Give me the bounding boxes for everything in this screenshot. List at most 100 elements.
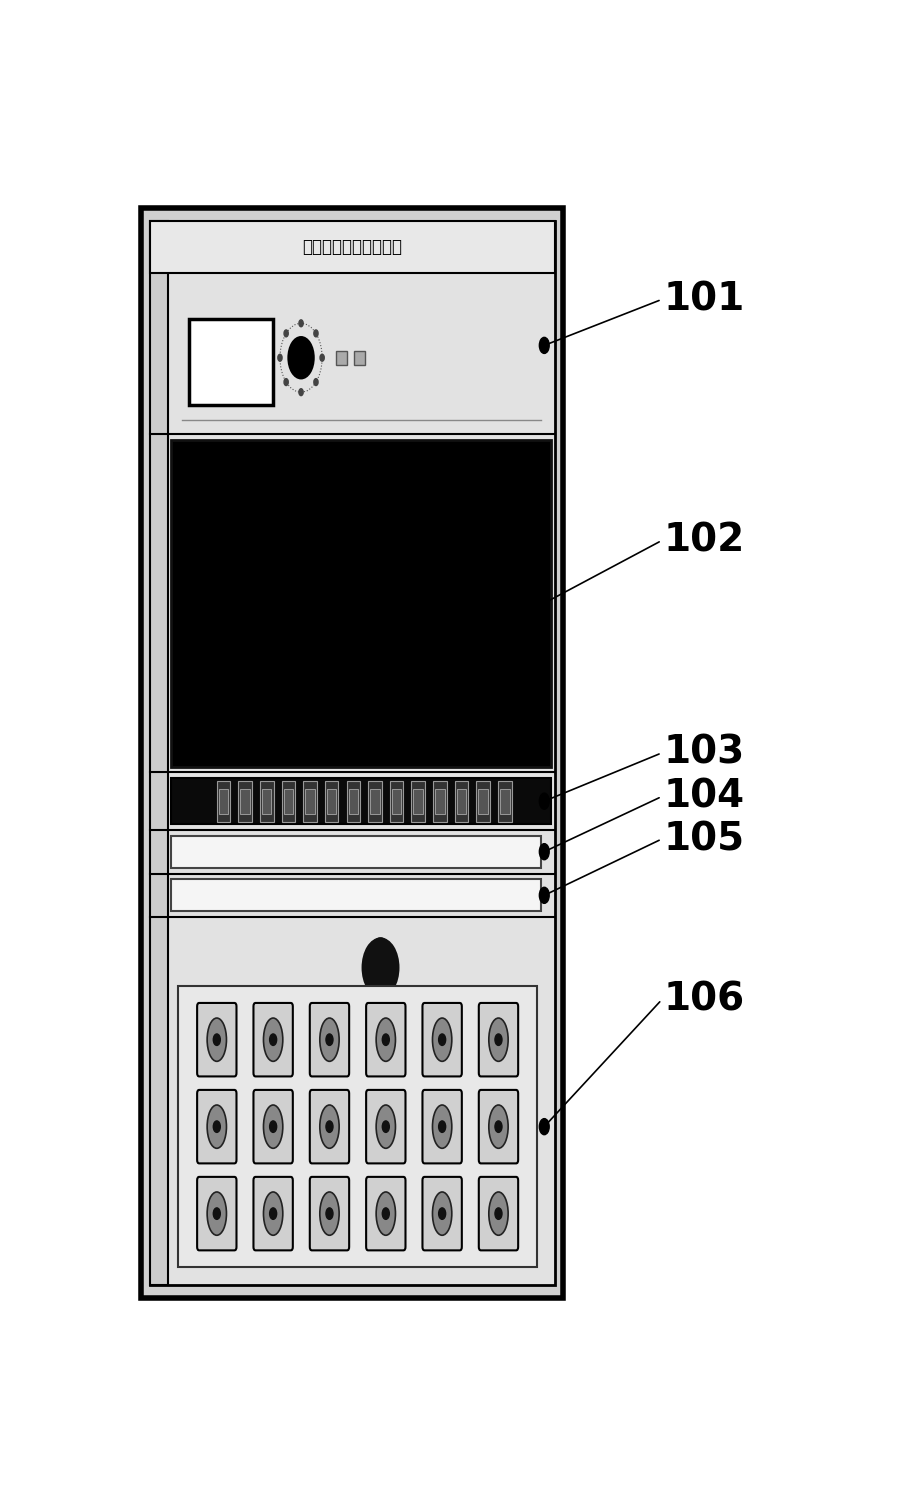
FancyBboxPatch shape bbox=[310, 1176, 349, 1251]
FancyBboxPatch shape bbox=[479, 1176, 518, 1251]
Bar bbox=[370, 789, 380, 814]
Text: 105: 105 bbox=[663, 820, 745, 857]
Circle shape bbox=[540, 337, 550, 353]
Ellipse shape bbox=[376, 1018, 395, 1062]
Bar bbox=[189, 319, 273, 406]
FancyBboxPatch shape bbox=[197, 1003, 237, 1077]
Circle shape bbox=[540, 887, 550, 904]
Circle shape bbox=[299, 321, 303, 327]
Circle shape bbox=[269, 1208, 277, 1220]
FancyBboxPatch shape bbox=[253, 1090, 293, 1163]
Circle shape bbox=[382, 1033, 389, 1045]
Bar bbox=[434, 780, 446, 822]
FancyBboxPatch shape bbox=[310, 1090, 349, 1163]
FancyBboxPatch shape bbox=[253, 1003, 293, 1077]
FancyBboxPatch shape bbox=[479, 1090, 518, 1163]
Bar bbox=[262, 789, 271, 814]
Circle shape bbox=[363, 939, 398, 996]
Circle shape bbox=[326, 1033, 333, 1045]
FancyBboxPatch shape bbox=[310, 1003, 349, 1077]
Bar bbox=[217, 780, 230, 822]
Bar bbox=[284, 789, 293, 814]
Ellipse shape bbox=[376, 1105, 395, 1148]
Bar bbox=[171, 778, 551, 825]
Ellipse shape bbox=[207, 1191, 227, 1235]
Bar bbox=[454, 780, 468, 822]
Text: 104: 104 bbox=[663, 778, 745, 816]
FancyBboxPatch shape bbox=[366, 1003, 405, 1077]
Bar bbox=[414, 789, 423, 814]
Bar bbox=[336, 350, 347, 365]
Bar bbox=[476, 780, 490, 822]
Circle shape bbox=[540, 844, 550, 860]
Ellipse shape bbox=[207, 1018, 227, 1062]
Circle shape bbox=[278, 355, 282, 361]
Bar bbox=[435, 789, 444, 814]
Ellipse shape bbox=[433, 1191, 452, 1235]
Ellipse shape bbox=[263, 1105, 283, 1148]
Ellipse shape bbox=[489, 1105, 508, 1148]
Ellipse shape bbox=[320, 1018, 339, 1062]
Ellipse shape bbox=[489, 1191, 508, 1235]
Circle shape bbox=[299, 389, 303, 395]
Bar bbox=[282, 780, 295, 822]
FancyBboxPatch shape bbox=[479, 1003, 518, 1077]
Bar bbox=[390, 780, 404, 822]
Circle shape bbox=[284, 330, 288, 337]
Bar bbox=[306, 789, 315, 814]
FancyBboxPatch shape bbox=[253, 1176, 293, 1251]
Circle shape bbox=[439, 1208, 445, 1220]
Bar bbox=[171, 835, 541, 868]
Bar bbox=[171, 440, 551, 766]
Ellipse shape bbox=[207, 1105, 227, 1148]
Text: 102: 102 bbox=[663, 522, 745, 559]
Bar bbox=[141, 207, 563, 1299]
Bar bbox=[240, 789, 249, 814]
FancyBboxPatch shape bbox=[197, 1176, 237, 1251]
Bar bbox=[392, 789, 401, 814]
Ellipse shape bbox=[263, 1191, 283, 1235]
Bar bbox=[239, 780, 252, 822]
Circle shape bbox=[382, 1121, 389, 1132]
Circle shape bbox=[439, 1033, 445, 1045]
Circle shape bbox=[314, 330, 318, 337]
Circle shape bbox=[495, 1208, 502, 1220]
Bar bbox=[178, 986, 537, 1267]
Circle shape bbox=[213, 1033, 220, 1045]
Circle shape bbox=[495, 1121, 502, 1132]
Ellipse shape bbox=[489, 1018, 508, 1062]
FancyBboxPatch shape bbox=[423, 1003, 462, 1077]
Circle shape bbox=[213, 1208, 220, 1220]
Bar bbox=[260, 780, 274, 822]
Bar bbox=[325, 780, 338, 822]
Ellipse shape bbox=[376, 1191, 395, 1235]
Text: 变电站物联网传输屏柜: 变电站物联网传输屏柜 bbox=[302, 239, 403, 256]
Bar bbox=[498, 780, 512, 822]
Circle shape bbox=[540, 595, 550, 611]
Circle shape bbox=[269, 1033, 277, 1045]
Circle shape bbox=[213, 1121, 220, 1132]
Ellipse shape bbox=[433, 1018, 452, 1062]
Bar bbox=[478, 789, 488, 814]
Circle shape bbox=[326, 1121, 333, 1132]
FancyBboxPatch shape bbox=[197, 1090, 237, 1163]
FancyBboxPatch shape bbox=[366, 1176, 405, 1251]
Ellipse shape bbox=[320, 1191, 339, 1235]
Circle shape bbox=[314, 379, 318, 386]
Bar bbox=[150, 221, 555, 1285]
Circle shape bbox=[288, 337, 314, 379]
Bar bbox=[368, 954, 393, 981]
Ellipse shape bbox=[320, 1105, 339, 1148]
Text: 101: 101 bbox=[663, 280, 745, 319]
Ellipse shape bbox=[433, 1105, 452, 1148]
Circle shape bbox=[382, 1208, 389, 1220]
Circle shape bbox=[540, 793, 550, 810]
FancyBboxPatch shape bbox=[423, 1090, 462, 1163]
Text: 106: 106 bbox=[663, 981, 745, 1018]
Circle shape bbox=[495, 1033, 502, 1045]
Bar bbox=[219, 789, 229, 814]
Bar bbox=[346, 780, 360, 822]
Bar bbox=[171, 880, 541, 911]
Bar bbox=[354, 350, 365, 365]
FancyBboxPatch shape bbox=[423, 1176, 462, 1251]
